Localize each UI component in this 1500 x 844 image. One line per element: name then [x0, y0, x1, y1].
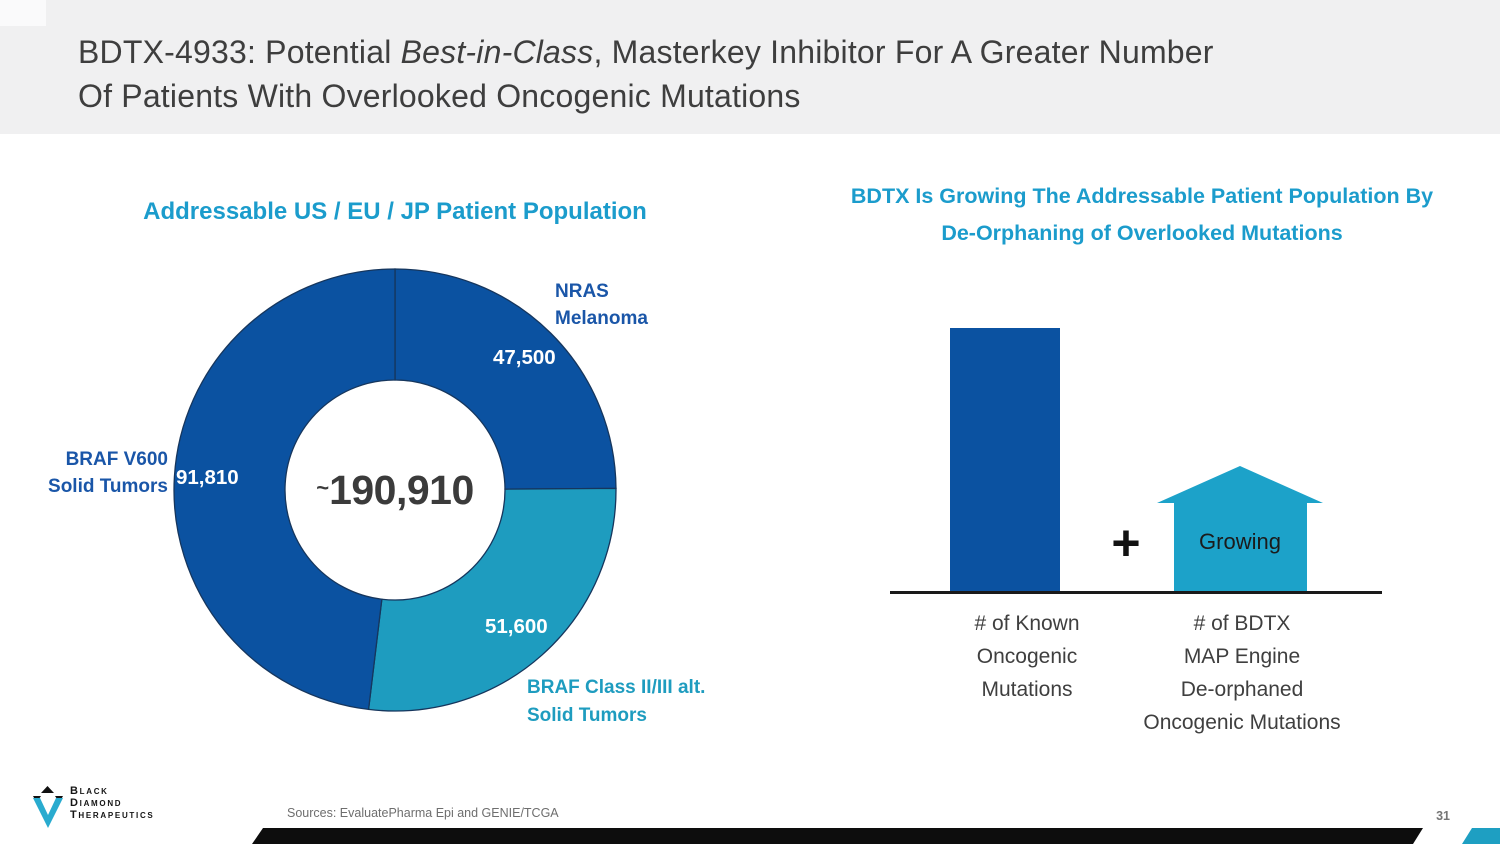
nras-melanoma-value: 47,500	[493, 346, 556, 369]
slide-title-italic: Best-in-Class	[400, 34, 594, 70]
donut-segment-braf-v600	[173, 268, 396, 711]
braf-v600-label: BRAF V600 Solid Tumors	[48, 449, 168, 497]
slide-title-prefix: BDTX-4933: Potential	[78, 34, 401, 70]
chart-baseline	[890, 591, 1382, 594]
donut-chart	[173, 268, 617, 712]
braf-v600-value: 91,810	[176, 466, 239, 489]
donut-chart-title: Addressable US / EU / JP Patient Populat…	[143, 198, 647, 225]
slide-title-line2: Of Patients With Overlooked Oncogenic Mu…	[78, 77, 801, 114]
bdtx-deorphaned-axis-label: # of BDTX MAP Engine De-orphaned Oncogen…	[1143, 612, 1341, 734]
page-number: 31	[1436, 809, 1450, 823]
right-chart-title-line2: De-Orphaning of Overlooked Mutations	[941, 221, 1343, 245]
donut-segment-nras-melanoma	[394, 268, 617, 490]
braf-class-value: 51,600	[485, 615, 548, 638]
growing-arrow	[1157, 466, 1323, 592]
sources-text: Sources: EvaluatePharma Epi and GENIE/TC…	[287, 806, 559, 820]
logo-diamond-v-icon	[33, 798, 63, 828]
center-tilde: ~	[316, 475, 330, 500]
title-band	[0, 0, 1500, 134]
growing-label: Growing	[1199, 529, 1281, 554]
top-left-notch	[0, 0, 46, 26]
logo-text: Black Diamond Therapeutics	[70, 785, 155, 821]
donut-center-total: ~190,910	[285, 462, 505, 526]
nras-melanoma-label: NRAS Melanoma	[555, 281, 648, 329]
donut-segment-braf-class-ii-iii	[367, 487, 617, 712]
bottom-bar-teal	[1462, 828, 1500, 844]
slide-title-suffix: , Masterkey Inhibitor For A Greater Numb…	[593, 34, 1214, 70]
logo-triangle-icon	[41, 786, 54, 793]
plus-sign: +	[1111, 515, 1141, 571]
known-mutations-bar	[950, 328, 1060, 593]
up-arrow-icon	[1157, 466, 1323, 592]
company-logo	[33, 786, 63, 828]
braf-class-label: BRAF Class II/III alt. Solid Tumors	[527, 677, 706, 726]
bottom-bar-black	[252, 828, 1423, 844]
slide-title: BDTX-4933: Potential Best-in-Class, Mast…	[78, 31, 1438, 118]
right-chart-title-line1: BDTX Is Growing The Addressable Patient …	[850, 184, 1434, 208]
center-value: 190,910	[329, 467, 474, 513]
known-mutations-axis-label: # of Known Oncogenic Mutations	[974, 612, 1080, 701]
